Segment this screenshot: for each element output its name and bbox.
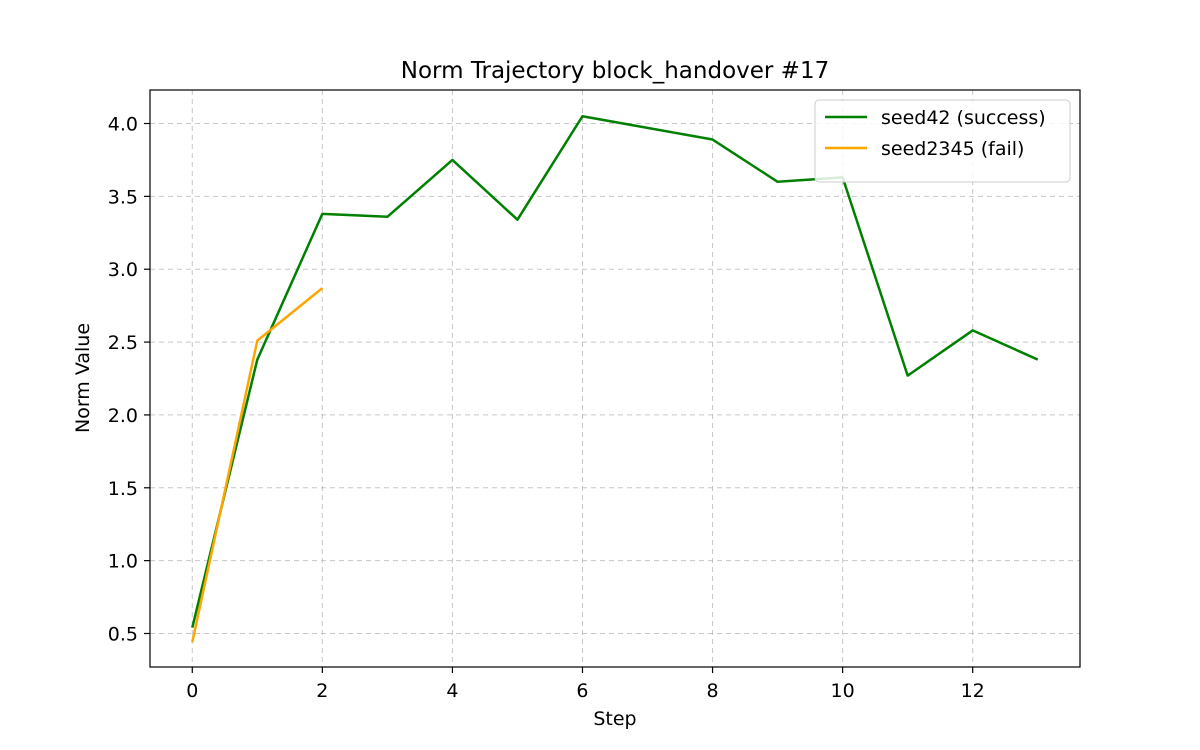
y-tick-label: 1.5 [108,478,138,500]
x-axis-title: Step [593,708,636,730]
x-axis: 0 2 4 6 8 10 12 [186,667,985,702]
y-tick-label: 0.5 [108,623,138,645]
y-tick-label: 3.5 [108,186,138,208]
legend-label-0: seed42 (success) [881,107,1046,129]
plot-series [191,114,1039,643]
x-tick-label: 2 [316,680,328,702]
y-tick-label: 2.5 [108,332,138,354]
y-tick-label: 1.0 [108,551,138,573]
plot-area-frame [149,89,1081,668]
x-tick-label: 10 [831,680,855,702]
x-tick-label: 8 [707,680,719,702]
legend-label-1: seed2345 (fail) [881,138,1024,160]
series-line-0 [191,114,1039,628]
y-axis-title: Norm Value [72,323,94,433]
y-tick-label: 3.0 [108,259,138,281]
chart-title: Norm Trajectory block_handover #17 [401,58,829,84]
legend-frame [814,99,1071,183]
x-tick-label: 4 [446,680,458,702]
x-tick-label: 12 [961,680,985,702]
y-axis: 0.5 1.0 1.5 2.0 2.5 3.0 3.5 4.0 [108,114,150,645]
y-tick-label: 4.0 [108,114,138,136]
y-tick-label: 2.0 [108,405,138,427]
series-line-1 [191,287,324,643]
x-tick-label: 6 [576,680,588,702]
legend: seed42 (success) seed2345 (fail) [814,99,1071,183]
x-tick-label: 0 [186,680,198,702]
